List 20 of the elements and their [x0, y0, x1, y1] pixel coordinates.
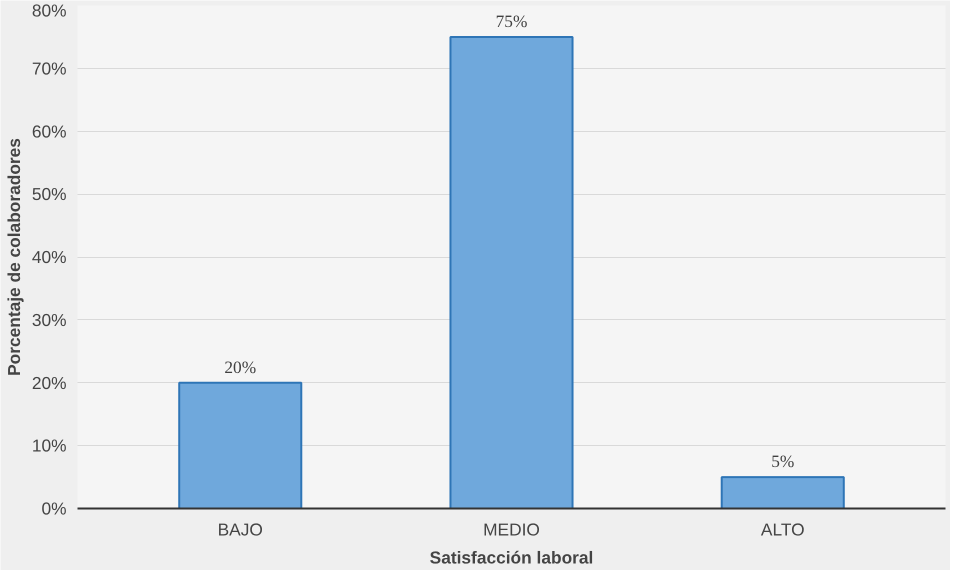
y-tick-label: 20% — [32, 372, 67, 393]
y-tick-label: 30% — [32, 310, 67, 330]
x-tick-label: MEDIO — [483, 520, 540, 540]
y-tick-label: 80% — [32, 0, 67, 20]
data-label: 20% — [224, 358, 256, 377]
x-tick-label: BAJO — [218, 520, 263, 540]
y-tick-label: 70% — [32, 58, 67, 78]
bar — [449, 36, 574, 508]
data-label: 75% — [496, 12, 528, 31]
y-tick-label: 10% — [32, 436, 67, 456]
bar — [178, 382, 302, 508]
y-tick-label: 60% — [32, 121, 67, 142]
y-axis-title: Porcentaje de colaboradores — [4, 138, 24, 376]
y-tick-label: 50% — [32, 184, 67, 204]
y-tick-label: 0% — [41, 498, 66, 518]
data-label: 5% — [771, 452, 794, 472]
x-tick-label: ALTO — [760, 520, 805, 540]
x-axis-title: Satisfacción laboral — [430, 548, 594, 568]
y-tick-label: 40% — [32, 247, 67, 267]
bar — [720, 476, 845, 508]
